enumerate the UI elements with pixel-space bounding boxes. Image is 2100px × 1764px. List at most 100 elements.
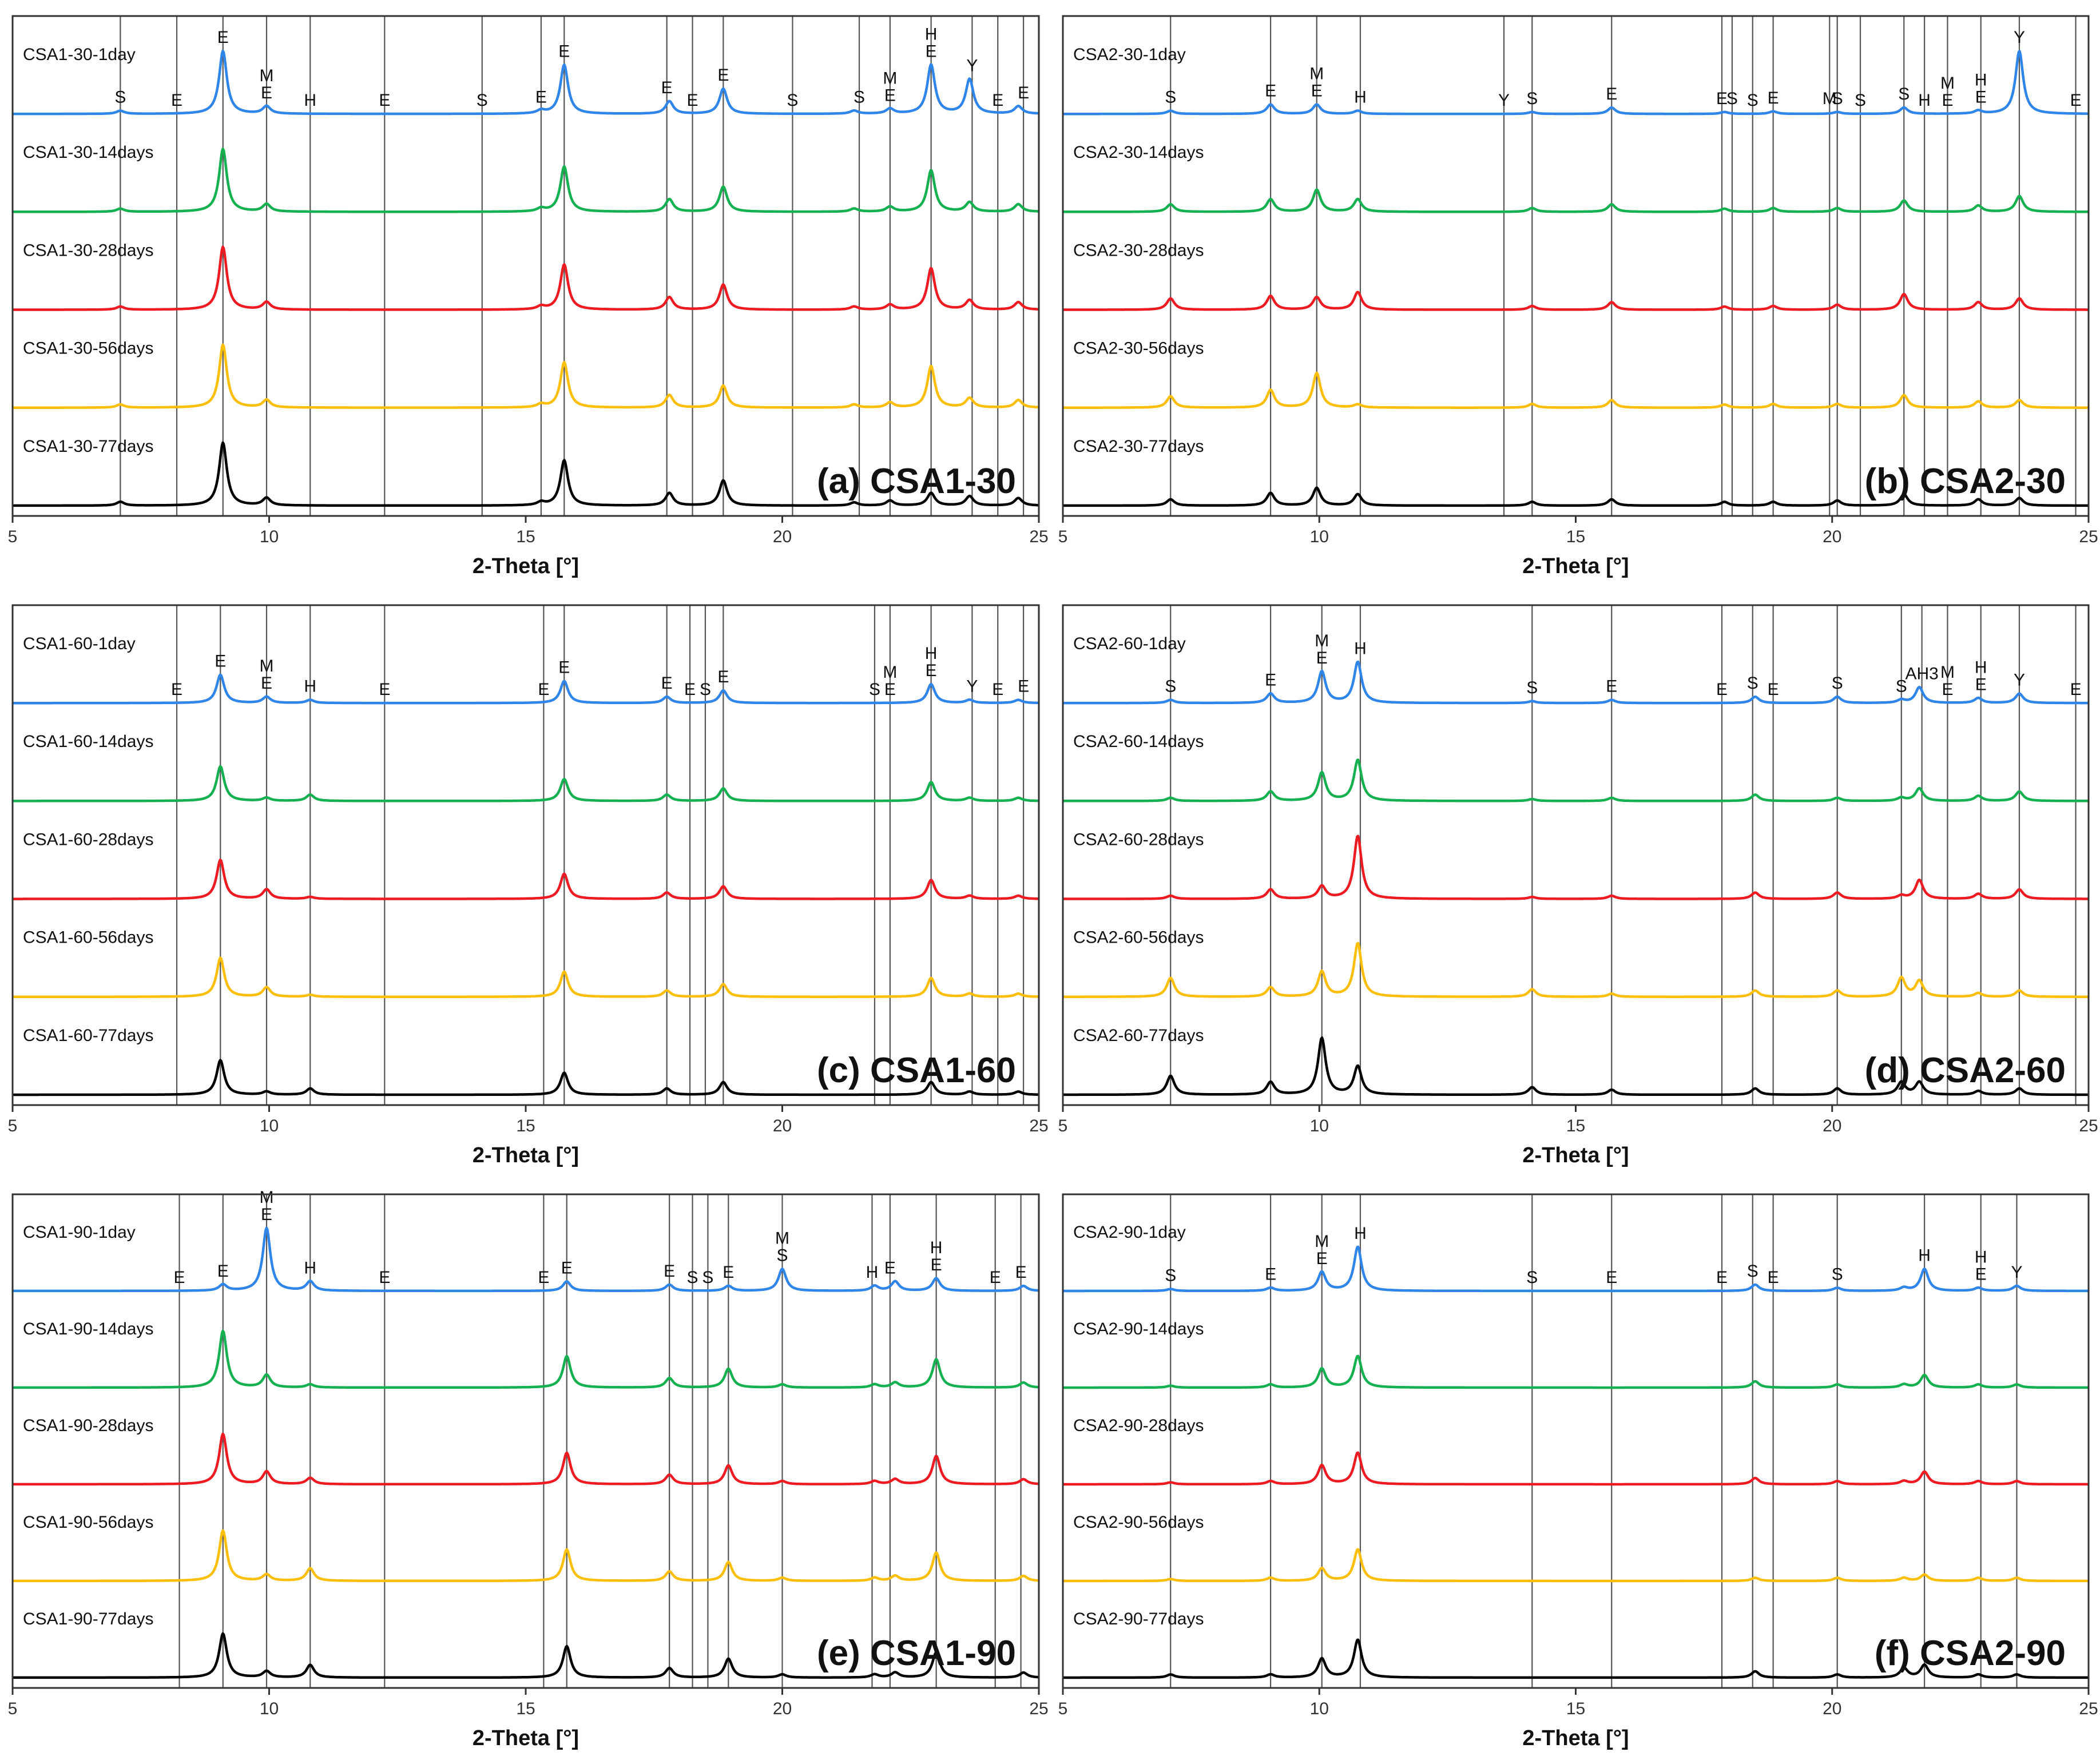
x-axis-title: 2-Theta [°]	[473, 1726, 579, 1750]
phase-label: E	[1018, 84, 1029, 102]
series-label: CSA1-60-14days	[23, 732, 153, 751]
x-tick-label: 15	[1566, 1117, 1585, 1135]
series-label: CSA2-30-28days	[1073, 241, 1204, 260]
phase-label: M	[775, 1229, 789, 1248]
phase-label: E	[1265, 82, 1276, 101]
phase-label: E	[1975, 675, 1987, 694]
phase-label: E	[1768, 1268, 1779, 1287]
series-line	[1062, 1245, 2089, 1293]
x-tick-label: 10	[1310, 527, 1329, 546]
series-line	[1062, 1451, 2089, 1486]
phase-label: E	[992, 91, 1003, 110]
xrd-chart-b: CSA2-30-1day CSA2-30-14days CSA2-30-28days…	[1058, 15, 2098, 578]
plot-frame	[1062, 1193, 2090, 1689]
phase-label: M	[883, 69, 897, 88]
x-tick-label: 5	[1058, 1117, 1068, 1135]
phase-label: E	[926, 42, 937, 61]
phase-label: S	[1898, 85, 1910, 104]
phase-label: S	[1896, 677, 1907, 696]
series-label: CSA2-30-77days	[1073, 437, 1204, 456]
series-label: CSA1-90-77days	[23, 1610, 153, 1628]
xrd-chart-f: CSA2-90-1day CSA2-90-14days CSA2-90-28days…	[1058, 1193, 2098, 1750]
panel-f: CSA2-90-1day CSA2-90-14days CSA2-90-28days…	[1050, 1178, 2100, 1761]
phase-label: E	[1716, 1268, 1728, 1287]
phase-label: M	[1940, 74, 1955, 93]
chart-title: (d) CSA2-60	[1865, 1051, 2066, 1090]
phase-label: S	[702, 1268, 713, 1287]
series-line	[1062, 660, 2089, 705]
panel-e: CSA1-90-1day CSA1-90-14days CSA1-90-28days…	[0, 1178, 1050, 1761]
series-label: CSA2-30-1day	[1073, 45, 1186, 64]
series-label: CSA2-90-1day	[1073, 1223, 1186, 1242]
phase-label: E	[1015, 1263, 1027, 1282]
phase-label: M	[883, 663, 897, 682]
x-tick-label: 20	[1823, 1117, 1841, 1135]
series-label: CSA2-90-14days	[1073, 1320, 1204, 1338]
phase-label: S	[477, 91, 488, 110]
phase-label: E	[535, 88, 547, 107]
phase-label: S	[1832, 674, 1843, 693]
phase-label: H	[304, 677, 316, 696]
x-tick-label: 15	[516, 527, 535, 546]
series-label: CSA1-90-14days	[23, 1320, 153, 1338]
series-line	[12, 1529, 1039, 1583]
series-label: CSA1-30-77days	[23, 437, 153, 456]
phase-label: E	[217, 28, 229, 47]
phase-label: M	[260, 1188, 274, 1207]
x-tick-label: 10	[1310, 1699, 1329, 1718]
x-tick-label: 5	[1058, 1699, 1068, 1718]
phase-label: E	[684, 680, 696, 699]
phase-label: E	[926, 661, 937, 680]
series-line	[12, 1329, 1039, 1389]
phase-label: S	[787, 91, 798, 110]
plot-frame	[1062, 15, 2090, 517]
x-tick-label: 15	[1566, 527, 1585, 546]
phase-label: E	[1716, 89, 1728, 108]
x-tick-label: 5	[1058, 527, 1068, 546]
series-line	[12, 441, 1039, 507]
phase-label: H	[1975, 658, 1987, 677]
x-tick-label: 25	[2079, 527, 2098, 546]
x-tick-label: 25	[1029, 1699, 1048, 1718]
phase-label: S	[1747, 674, 1758, 693]
series-line	[12, 1059, 1039, 1096]
phase-label: S	[1526, 1268, 1538, 1287]
series-line	[1062, 291, 2089, 311]
chart-title: (f) CSA2-90	[1875, 1634, 2066, 1673]
panel-b: CSA2-30-1day CSA2-30-14days CSA2-30-28days…	[1050, 0, 2100, 589]
x-tick-label: 20	[773, 527, 792, 546]
x-tick-label: 20	[773, 1699, 792, 1718]
x-tick-label: 25	[2079, 1699, 2098, 1718]
phase-label: E	[538, 680, 549, 699]
series-label: CSA2-60-28days	[1073, 830, 1204, 849]
phase-label: E	[261, 84, 272, 102]
phase-label: H	[1918, 1246, 1931, 1265]
phase-label: E	[884, 1259, 896, 1278]
phase-label: E	[558, 658, 570, 677]
phase-label: E	[1716, 680, 1728, 699]
phase-label: E	[171, 91, 182, 110]
xrd-chart-c: CSA1-60-1day CSA1-60-14days CSA1-60-28days…	[8, 604, 1049, 1167]
phase-label: M	[1315, 1232, 1329, 1251]
series-label: CSA1-30-56days	[23, 339, 153, 358]
phase-label: H	[304, 91, 316, 110]
phase-label: E	[717, 668, 729, 686]
series-label: CSA2-90-77days	[1073, 1610, 1204, 1628]
x-tick-label: 25	[1029, 527, 1048, 546]
series-label: CSA1-30-14days	[23, 143, 153, 162]
phase-label: M	[260, 66, 274, 85]
series-line	[1062, 486, 2089, 507]
phase-label: S	[1747, 91, 1758, 110]
phase-label: E	[1265, 1265, 1276, 1284]
phase-label: E	[1311, 82, 1323, 101]
phase-label: AH3	[1905, 665, 1938, 684]
series-line	[12, 1432, 1039, 1486]
phase-label: M	[1315, 631, 1329, 650]
series-label: CSA1-90-28days	[23, 1416, 153, 1435]
series-label: CSA1-60-1day	[23, 634, 136, 653]
phase-label: E	[664, 1262, 675, 1281]
x-tick-label: 5	[8, 1699, 18, 1718]
phase-label: M	[260, 657, 274, 676]
xrd-chart-e: CSA1-90-1day CSA1-90-14days CSA1-90-28days…	[8, 1188, 1049, 1750]
phase-label: H	[1918, 91, 1931, 110]
